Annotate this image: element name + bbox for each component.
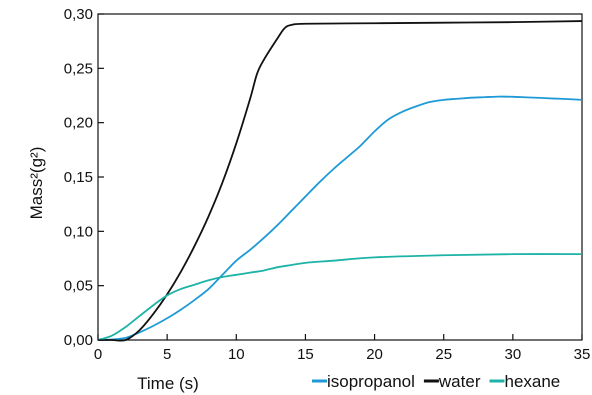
x-tick-label: 10	[228, 346, 245, 363]
y-tick-label: 0,25	[64, 60, 93, 77]
series-line-hexane	[97, 253, 583, 341]
x-tick-label: 20	[366, 346, 383, 363]
y-tick-label: 0,30	[64, 6, 93, 23]
y-tick-label: 0,20	[64, 115, 93, 132]
legend: isopropanol water hexane	[312, 372, 560, 391]
legend-label-hexane: hexane	[504, 372, 560, 391]
plot-frame	[97, 13, 583, 341]
x-tick-label: 25	[435, 346, 452, 363]
legend-label-water: water	[438, 372, 481, 391]
x-tick-label: 30	[505, 346, 522, 363]
series-line-isopropanol	[97, 95, 583, 341]
y-tick-label: 0,15	[64, 169, 93, 186]
legend-label-isopropanol: isopropanol	[327, 372, 415, 391]
x-tick-label: 35	[574, 346, 591, 363]
series-layer	[97, 20, 583, 342]
y-axis: 0,00 0,05 0,10 0,15 0,20 0,25 0,30	[64, 6, 104, 349]
y-tick-label: 0,05	[64, 278, 93, 295]
x-tick-label: 5	[163, 346, 171, 363]
y-tick-label: 0,10	[64, 223, 93, 240]
x-tick-label: 0	[94, 346, 102, 363]
x-axis: 0 5 10 15 20 25 30 35	[94, 334, 591, 363]
plot-area	[97, 13, 583, 341]
y-axis-title: Mass²(g²)	[27, 147, 46, 220]
y-tick-label: 0,00	[64, 332, 93, 349]
x-axis-title: Time (s)	[137, 374, 199, 393]
series-line-water	[98, 20, 583, 342]
x-tick-label: 15	[297, 346, 314, 363]
